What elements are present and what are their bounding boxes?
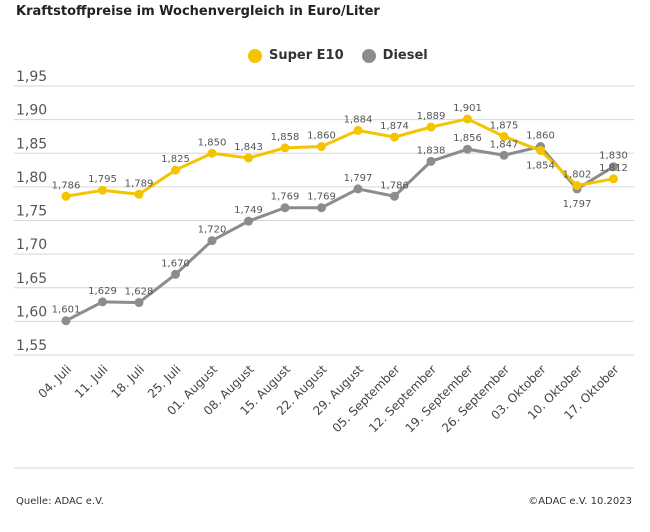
data-point [244, 153, 253, 163]
data-label: 1,749 [234, 205, 263, 216]
data-label: 1,858 [271, 132, 300, 143]
data-label: 1,802 [563, 170, 592, 181]
data-label: 1,847 [490, 139, 519, 150]
data-point [171, 165, 180, 175]
data-label: 1,797 [563, 199, 592, 210]
data-label: 1,797 [344, 173, 373, 184]
data-label: 1,856 [453, 133, 482, 144]
data-label: 1,889 [417, 111, 446, 122]
data-point [61, 191, 71, 201]
copyright-note: ©ADAC e.V. 10.2023 [528, 496, 632, 507]
data-label: 1,860 [307, 131, 336, 142]
data-point [244, 216, 253, 226]
data-label: 1,850 [198, 137, 227, 148]
y-tick-label: 1,80 [16, 170, 47, 186]
data-point [609, 174, 618, 184]
data-point [390, 132, 399, 142]
data-point [98, 297, 107, 307]
data-label: 1,628 [125, 287, 154, 298]
data-point [463, 144, 472, 154]
data-label: 1,825 [161, 154, 190, 165]
data-point [171, 269, 180, 279]
y-tick-label: 1,60 [16, 304, 47, 320]
data-label: 1,629 [88, 286, 117, 297]
data-label: 1,830 [599, 151, 628, 162]
x-tick-label: 18. Juli [108, 362, 147, 401]
x-tick-label: 11. Juli [72, 362, 111, 401]
source-note: Quelle: ADAC e.V. [16, 496, 104, 507]
series-line-super-e10 [65, 117, 614, 198]
data-label: 1,843 [234, 142, 263, 153]
data-label: 1,786 [52, 180, 81, 191]
data-point [426, 122, 436, 132]
data-point [536, 146, 545, 156]
data-point [426, 156, 436, 166]
legend-marker-diesel [361, 48, 376, 63]
data-point [499, 131, 509, 141]
data-label: 1,874 [380, 121, 409, 132]
data-point [134, 189, 144, 199]
y-tick-label: 1,70 [16, 237, 47, 253]
data-point [207, 148, 217, 158]
data-label: 1,884 [344, 114, 373, 125]
legend: Super E10 Diesel [248, 48, 428, 63]
y-tick-label: 1,75 [16, 204, 47, 220]
data-label: 1,812 [599, 163, 628, 174]
data-label: 1,769 [307, 192, 336, 203]
y-tick-label: 1,65 [16, 271, 47, 287]
data-label: 1,860 [526, 131, 555, 142]
data-point [572, 181, 582, 191]
data-point [317, 203, 326, 213]
data-label: 1,789 [125, 178, 154, 189]
data-label: 1,601 [52, 305, 81, 316]
data-label: 1,838 [417, 145, 446, 156]
data-point [499, 150, 509, 160]
data-label: 1,786 [380, 180, 409, 191]
data-point [280, 143, 290, 153]
legend-item-diesel: Diesel [361, 48, 428, 63]
data-point [609, 162, 618, 172]
x-tick-label: 04. Juli [35, 362, 74, 401]
data-point [61, 316, 71, 326]
legend-marker-super-e10 [248, 48, 262, 63]
legend-item-super-e10: Super E10 [248, 48, 344, 63]
data-point [280, 203, 290, 213]
data-label: 1,769 [271, 192, 300, 203]
y-tick-label: 1,90 [16, 103, 47, 119]
data-point [390, 191, 399, 201]
data-point [353, 125, 363, 135]
data-point [207, 236, 217, 246]
data-point [98, 185, 107, 195]
y-tick-label: 1,55 [16, 338, 47, 354]
legend-label: Diesel [382, 48, 428, 63]
data-point [353, 184, 363, 194]
y-tick-label: 1,85 [16, 136, 47, 152]
data-point [134, 298, 144, 308]
data-label: 1,720 [198, 225, 227, 236]
data-label: 1,854 [526, 161, 555, 172]
chart-title: Kraftstoffpreise im Wochenvergleich in E… [16, 4, 380, 19]
data-label: 1,901 [453, 103, 482, 114]
data-point [463, 114, 472, 124]
y-tick-label: 1,95 [16, 69, 47, 85]
series-line-diesel [65, 144, 615, 323]
data-point [317, 142, 326, 152]
data-label: 1,670 [161, 258, 190, 269]
legend-label: Super E10 [269, 48, 344, 63]
data-label: 1,795 [88, 174, 117, 185]
data-label: 1,875 [490, 120, 519, 131]
